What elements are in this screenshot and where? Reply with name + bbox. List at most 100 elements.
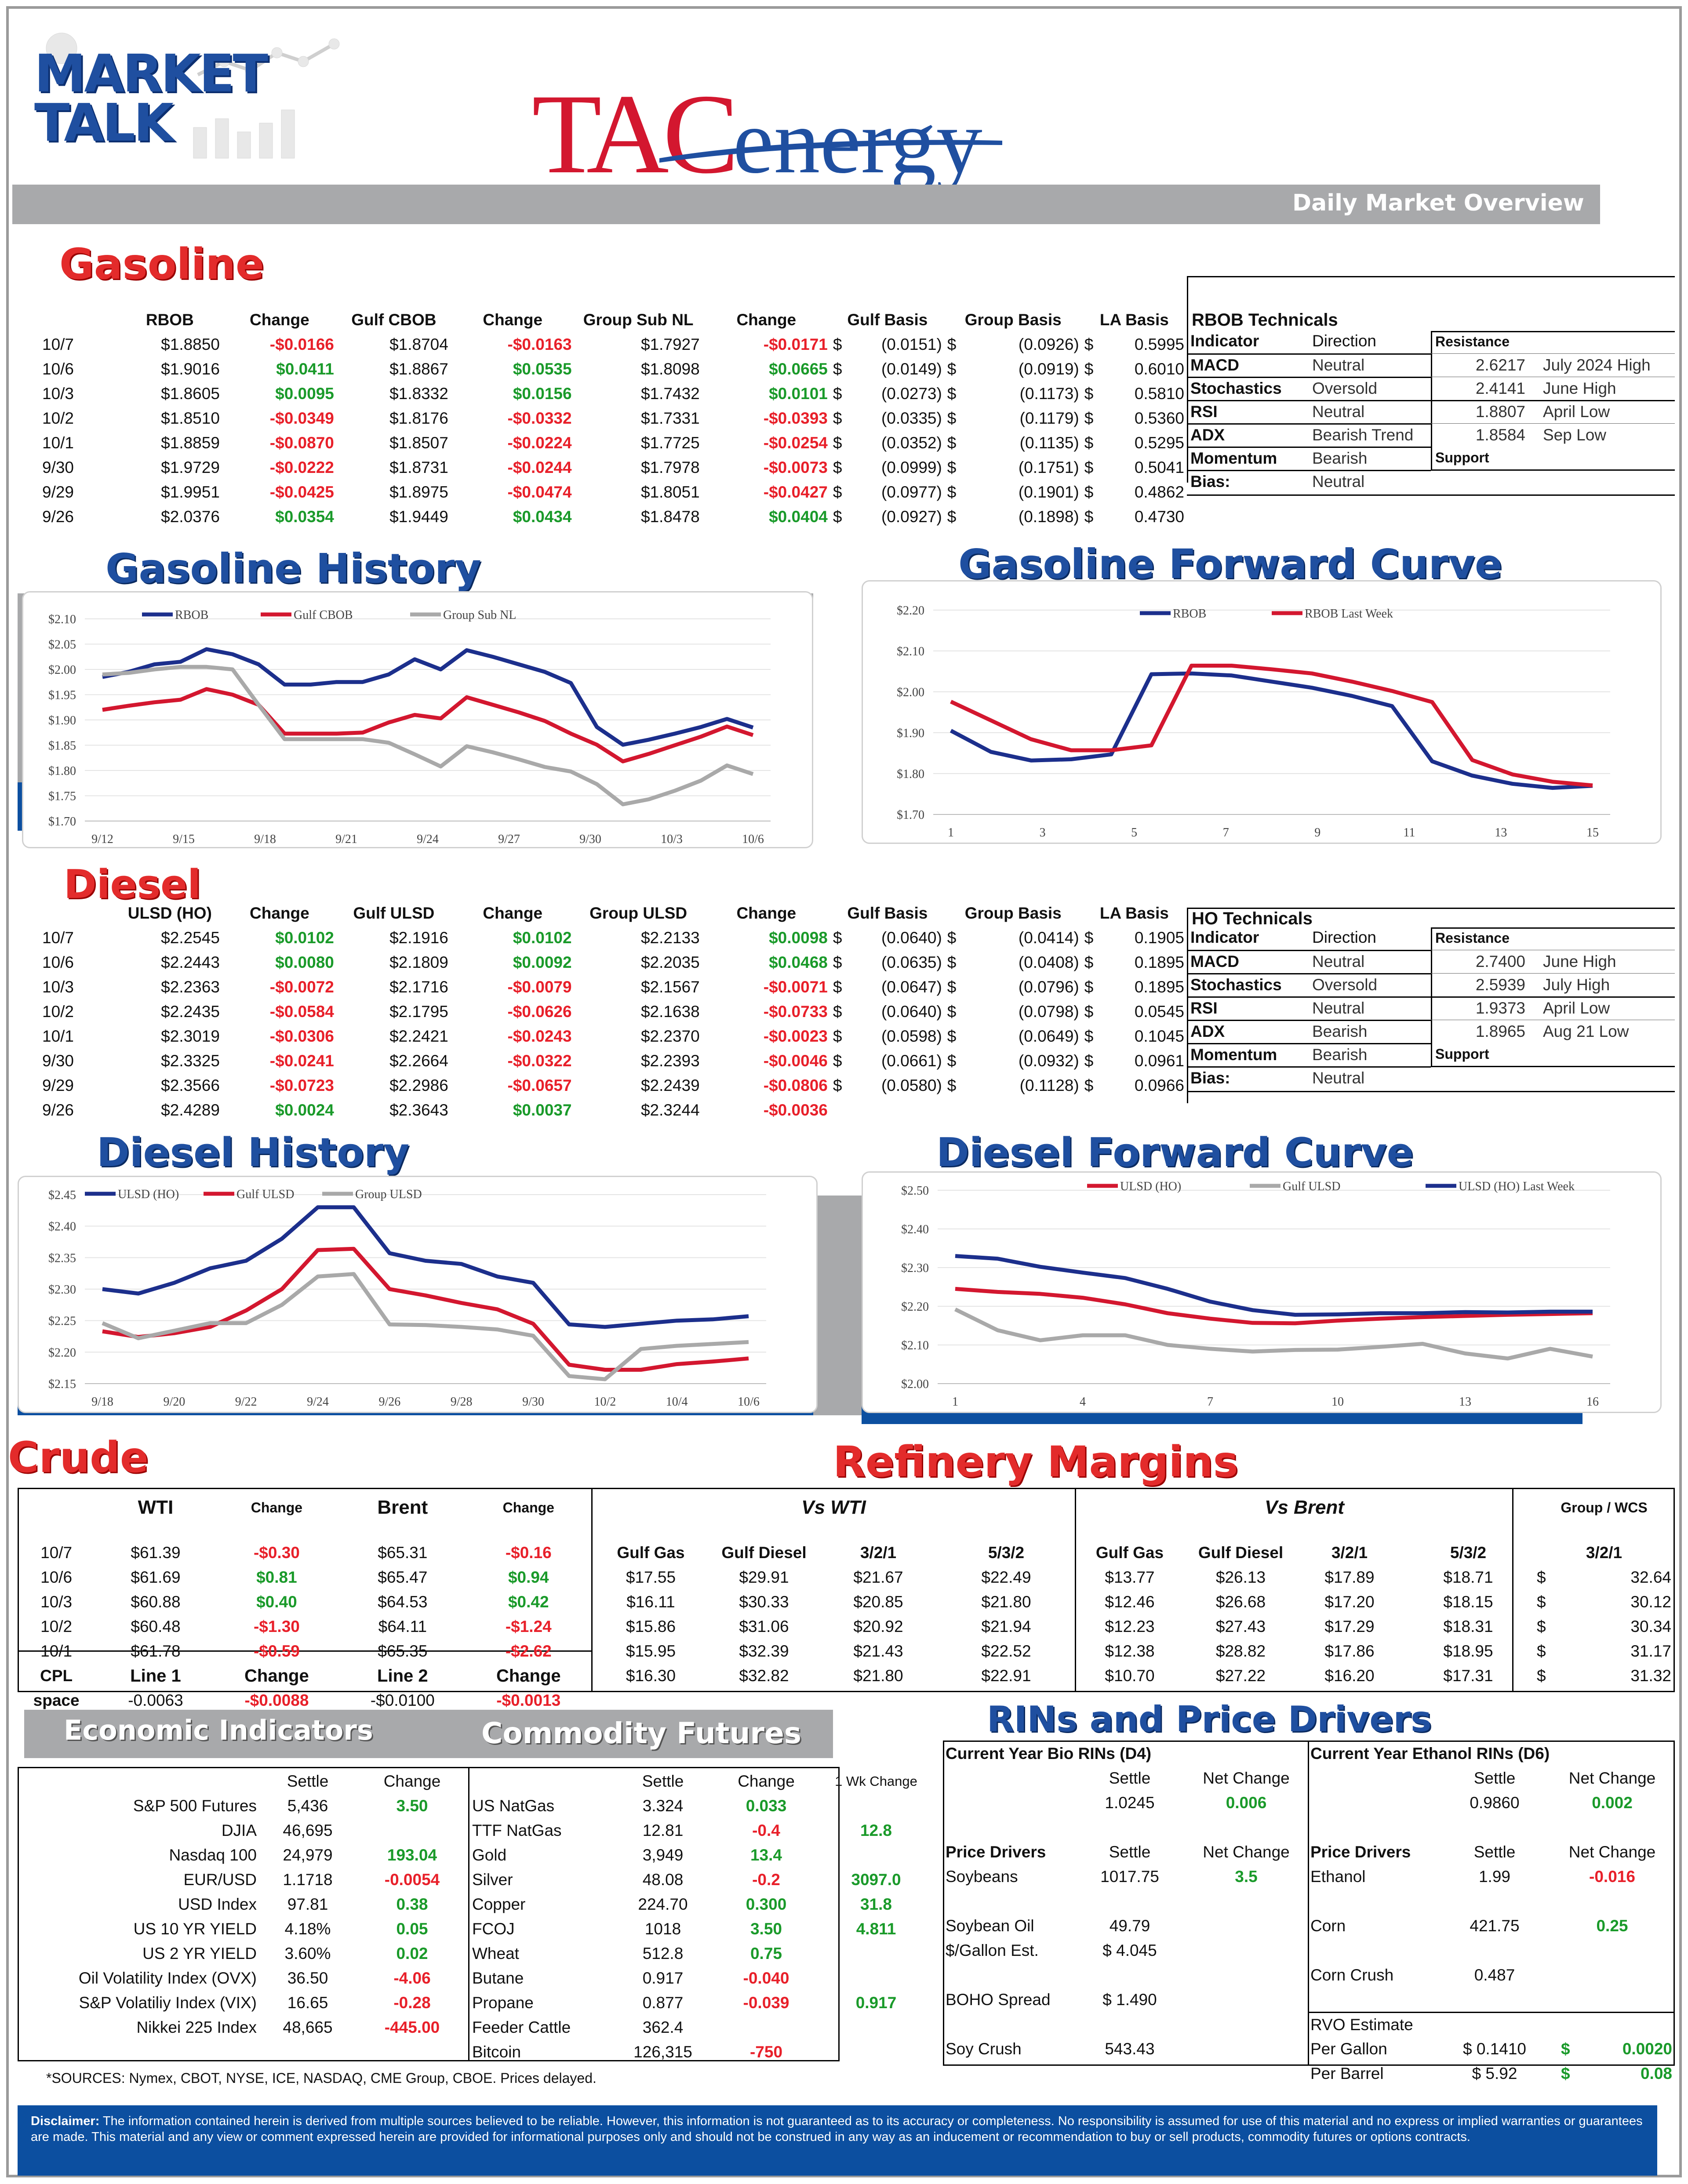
dollar-sign: $ [947, 434, 957, 452]
dollar-sign: $ [833, 1027, 842, 1045]
y-tick-label: $2.10 [897, 645, 924, 658]
legend-label: RBOB [175, 608, 208, 622]
wk-change [821, 1794, 931, 1818]
change: -$0.0073 [763, 458, 828, 476]
level-label: July 2024 High [1543, 356, 1651, 374]
price: $2.2133 [640, 929, 700, 947]
level-label: Aug 21 Low [1543, 1022, 1629, 1040]
commodity-name: Silver [472, 1871, 513, 1889]
margin-value: $32.39 [739, 1642, 789, 1660]
price: $1.8332 [389, 385, 448, 403]
legend-label: RBOB Last Week [1305, 607, 1393, 621]
rins-row: BOHO Spread $ 1.490 [943, 1988, 1675, 2012]
rins-title: RINs and Price Drivers [987, 1699, 1432, 1740]
indicator-name: S&P Volatiliy Index (VIX) [79, 1994, 257, 2012]
net-header: Net Change [1568, 1843, 1656, 1861]
y-tick-label: $1.95 [48, 689, 76, 702]
diesel-table: ULSD (HO) Change Gulf ULSD Change Group ULSD… [40, 901, 1184, 1123]
group-basis: (0.1128) [1019, 1076, 1079, 1094]
price-row: 10/3 $2.2363 -$0.0072 $2.1716 -$0.0079 $… [40, 975, 1187, 999]
y-tick-label: $2.05 [48, 638, 76, 652]
level-label: April Low [1543, 403, 1610, 421]
la-basis: 0.0545 [1134, 1003, 1184, 1021]
legend-label: Group Sub NL [443, 608, 516, 622]
dollar-sign: $ [947, 1052, 957, 1070]
indicator: Bias: [1190, 472, 1230, 491]
x-tick-label: 9/22 [235, 1395, 257, 1409]
settle: 48,665 [283, 2018, 333, 2036]
level-value: 2.5939 [1475, 976, 1525, 994]
commodity-name: FCOJ [472, 1920, 515, 1938]
settle: 1.1718 [283, 1871, 333, 1889]
y-tick-label: $2.40 [901, 1223, 929, 1236]
gulf-basis: (0.0151) [881, 335, 942, 353]
change: $0.0024 [275, 1101, 334, 1119]
margin-col-header: Gulf Diesel [721, 1544, 807, 1562]
dollar-sign: $ [1084, 929, 1094, 947]
direction: Oversold [1312, 976, 1378, 994]
level-label: April Low [1543, 999, 1610, 1017]
y-tick-label: $2.40 [48, 1220, 76, 1234]
brent-header: Brent [377, 1497, 428, 1518]
change: $0.0665 [769, 360, 828, 378]
settle: 224.70 [638, 1895, 688, 1913]
price-row: 10/1 $1.8859 -$0.0870 $1.8507 -$0.0224 $… [40, 431, 1187, 455]
change: $0.0101 [769, 385, 828, 403]
change: $0.0404 [769, 508, 828, 526]
col-gulf-basis: Gulf Basis [847, 311, 928, 329]
price: $1.7725 [640, 434, 700, 452]
econ-row: DJIA 46,695 [18, 1818, 468, 1843]
subtitle-bg [1284, 185, 1600, 224]
margin-value: $21.43 [853, 1642, 903, 1660]
gulf-basis: (0.0149) [881, 360, 942, 378]
gasoline-history-title: Gasoline History [106, 545, 481, 592]
commodity-name: Feeder Cattle [472, 2018, 571, 2036]
wk-change [821, 2040, 931, 2064]
x-tick-label: 9/15 [173, 832, 195, 846]
dollar-sign: $ [1084, 483, 1094, 501]
econ-row: Nasdaq 100 24,979 193.04 [18, 1843, 468, 1868]
price: $2.1809 [389, 953, 448, 971]
y-tick-label: $2.10 [48, 613, 76, 626]
direction: Neutral [1312, 403, 1365, 421]
change: -0.0054 [384, 1871, 440, 1889]
dollar-sign [945, 1098, 972, 1123]
date: 10/7 [42, 929, 74, 947]
gulf-basis [858, 1098, 945, 1123]
change: 0.033 [746, 1797, 787, 1815]
logo-tac: TAC [532, 71, 739, 197]
date: 10/7 [40, 1544, 73, 1562]
settle: 36.50 [287, 1969, 328, 1987]
price: $1.8098 [640, 360, 700, 378]
wti: $60.88 [131, 1593, 181, 1611]
dollar-sign: $ [1084, 360, 1094, 378]
margin-value: $27.22 [1215, 1667, 1266, 1685]
direction-header: Direction [1312, 332, 1376, 350]
dollar-sign: $ [1084, 385, 1094, 403]
dollar-sign: $ [833, 409, 842, 427]
brent-change: -$2.62 [505, 1642, 552, 1660]
logo-swoosh [659, 140, 1002, 163]
ho-technicals-title: HO Technicals [1192, 909, 1313, 928]
y-tick-label: $1.90 [48, 714, 76, 727]
margin-row: $15.95 $32.39 $21.43 $22.52 $12.38 $28.82 $17.… [593, 1639, 1674, 1664]
commod-row: FCOJ 1018 3.50 4.811 [469, 1917, 931, 1941]
legend-label: ULSD (HO) [1120, 1180, 1181, 1193]
series-line [102, 1272, 749, 1381]
commodity-name: Bitcoin [472, 2043, 521, 2061]
wk-change: 31.8 [860, 1895, 892, 1913]
brent: $65.35 [378, 1642, 428, 1660]
date: 10/1 [42, 434, 74, 452]
change: -$0.0254 [763, 434, 828, 452]
gasoline-title: Gasoline [59, 240, 264, 289]
margin-value: $16.11 [626, 1593, 675, 1611]
group-basis: (0.1135) [1019, 434, 1079, 452]
col-group-basis: Group Basis [964, 904, 1062, 922]
wcs-value: 30.12 [1630, 1593, 1671, 1611]
group-basis: (0.1898) [1018, 508, 1079, 526]
group-basis: (0.0414) [1018, 929, 1079, 947]
driver-net [1185, 1914, 1308, 1938]
sources-note: *SOURCES: Nymex, CBOT, NYSE, ICE, NASDAQ… [46, 2070, 597, 2086]
brent: $64.11 [378, 1617, 427, 1635]
rins-row: Soybean Oil 49.79 Corn 421.75 0.25 [943, 1914, 1675, 1938]
